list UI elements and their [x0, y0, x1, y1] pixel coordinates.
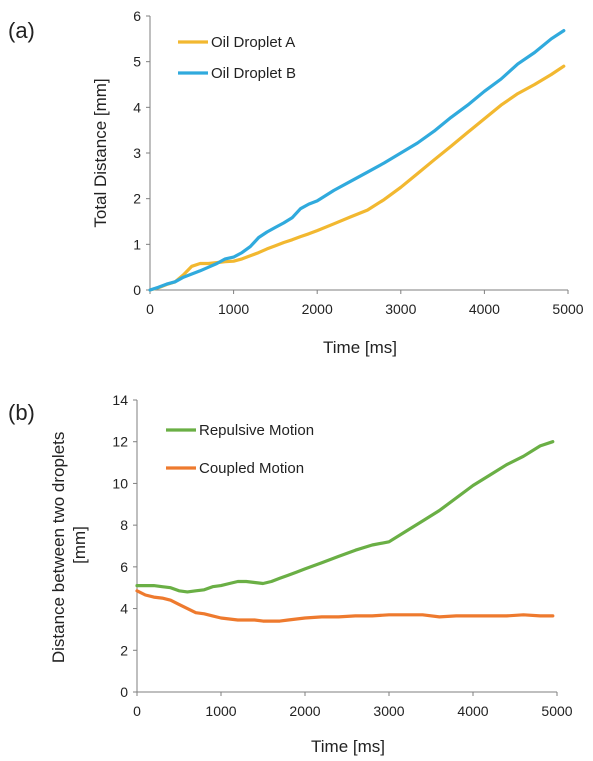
chart-b-y-tick-label: 0: [120, 684, 128, 700]
chart-a-series-line-1: [148, 64, 566, 292]
chart-b-x-tick-label: 2000: [289, 703, 320, 719]
chart-b-y-tick-label: 2: [120, 642, 128, 658]
chart-a-legend-label-2: Oil Droplet B: [211, 65, 296, 82]
chart-a: Time [ms] Total Distance [mm] 0 1 2 3 4 5 6 0 10…: [91, 8, 584, 357]
chart-b-x-tick-label: 0: [133, 703, 141, 719]
chart-b-y-tick-label: 4: [120, 601, 128, 617]
chart-b-legend-label-2: Coupled Motion: [199, 460, 304, 477]
chart-b-ylabel: Distance between two droplets [mm]: [49, 427, 89, 663]
chart-a-x-tick-label: 5000: [552, 301, 583, 317]
chart-b-series-line-1: [135, 440, 555, 594]
chart-a-y-tick-label: 5: [133, 54, 141, 70]
chart-a-y-tick-label: 6: [133, 8, 141, 24]
chart-a-series-line-2: [148, 29, 566, 292]
chart-b-y-tick-label: 10: [112, 475, 128, 491]
chart-b-y-tick-label: 6: [120, 559, 128, 575]
chart-b-x-tick-label: 5000: [541, 703, 572, 719]
chart-a-x-tick-label: 1000: [218, 301, 249, 317]
chart-a-y-tick-label: 3: [133, 145, 141, 161]
chart-a-ylabel: Total Distance [mm]: [91, 78, 110, 227]
chart-b-ylabel-line-2: [mm]: [70, 526, 89, 564]
chart-a-x-tick-label: 2000: [302, 301, 333, 317]
chart-b-x-tick-label: 4000: [457, 703, 488, 719]
chart-b-ylabel-line-1: Distance between two droplets: [49, 432, 68, 664]
chart-b-x-tick-label: 1000: [205, 703, 236, 719]
chart-b-legend-label-1: Repulsive Motion: [199, 422, 314, 439]
chart-b-y-tick-label: 14: [112, 392, 128, 408]
chart-a-xlabel: Time [ms]: [323, 338, 397, 357]
chart-b-y-tick-label: 12: [112, 434, 128, 450]
chart-a-x-tick-label: 0: [146, 301, 154, 317]
panel-label-a: (a): [8, 18, 35, 43]
chart-a-y-tick-label: 2: [133, 191, 141, 207]
chart-a-y-tick-label: 1: [133, 236, 141, 252]
chart-a-x-tick-label: 4000: [469, 301, 500, 317]
chart-a-y-tick-label: 0: [133, 282, 141, 298]
panel-label-b: (b): [8, 400, 35, 425]
chart-b-series-line-2: [135, 589, 555, 623]
chart-b-x-tick-label: 3000: [373, 703, 404, 719]
chart-b-y-tick-label: 8: [120, 517, 128, 533]
chart-a-legend-label-1: Oil Droplet A: [211, 34, 295, 51]
chart-b: Time [ms] Distance between two droplets …: [49, 392, 573, 756]
chart-b-xlabel: Time [ms]: [311, 737, 385, 756]
chart-a-x-tick-label: 3000: [385, 301, 416, 317]
chart-a-y-tick-label: 4: [133, 99, 141, 115]
